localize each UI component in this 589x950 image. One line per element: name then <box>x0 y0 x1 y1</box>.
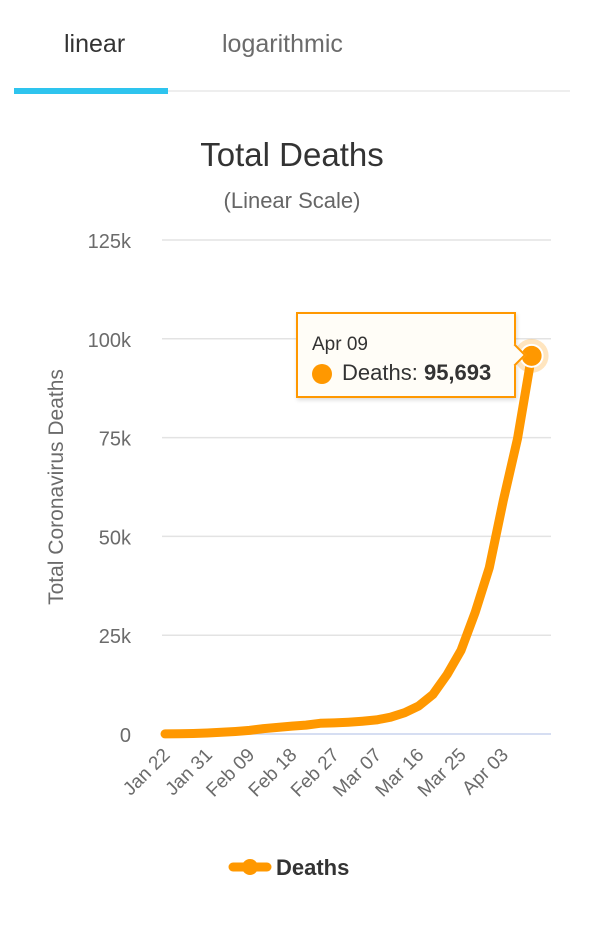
tab-logarithmic[interactable]: logarithmic <box>222 30 343 58</box>
tooltip-series-dot-icon <box>312 364 332 384</box>
x-tick-label: Apr 03 <box>458 745 512 799</box>
tooltip-series-label: Deaths: <box>342 360 418 385</box>
tooltip-date: Apr 09 <box>312 334 368 355</box>
y-tick-label: 25k <box>99 626 132 648</box>
data-tooltip: Apr 09 Deaths: 95,693 <box>296 312 527 398</box>
tab-linear[interactable]: linear <box>64 30 126 58</box>
y-tick-label: 100k <box>88 330 132 352</box>
series-deaths <box>160 338 549 739</box>
y-tick-label: 50k <box>99 527 132 549</box>
legend-marker-icon <box>242 859 258 875</box>
chart-subtitle: (Linear Scale) <box>224 188 361 213</box>
y-tick-label: 125k <box>88 231 132 253</box>
series-line-deaths <box>160 351 537 739</box>
y-tick-labels: 0 25k 50k 75k 100k 125k <box>88 231 132 747</box>
tooltip-series-text: Deaths: 95,693 <box>342 360 491 386</box>
y-tick-label: 75k <box>99 429 132 451</box>
y-tick-label: 0 <box>120 725 131 747</box>
chart-title: Total Deaths <box>200 136 383 173</box>
y-axis-label: Total Coronavirus Deaths <box>45 369 68 605</box>
tab-bar: linear logarithmic <box>14 0 570 94</box>
x-tick-label: Mar 25 <box>414 745 471 802</box>
legend[interactable]: Deaths <box>228 855 349 880</box>
legend-label-deaths: Deaths <box>276 855 349 880</box>
tooltip-value: 95,693 <box>423 360 492 385</box>
active-tab-indicator <box>14 88 168 94</box>
x-tick-label: Jan 22 <box>119 745 174 800</box>
